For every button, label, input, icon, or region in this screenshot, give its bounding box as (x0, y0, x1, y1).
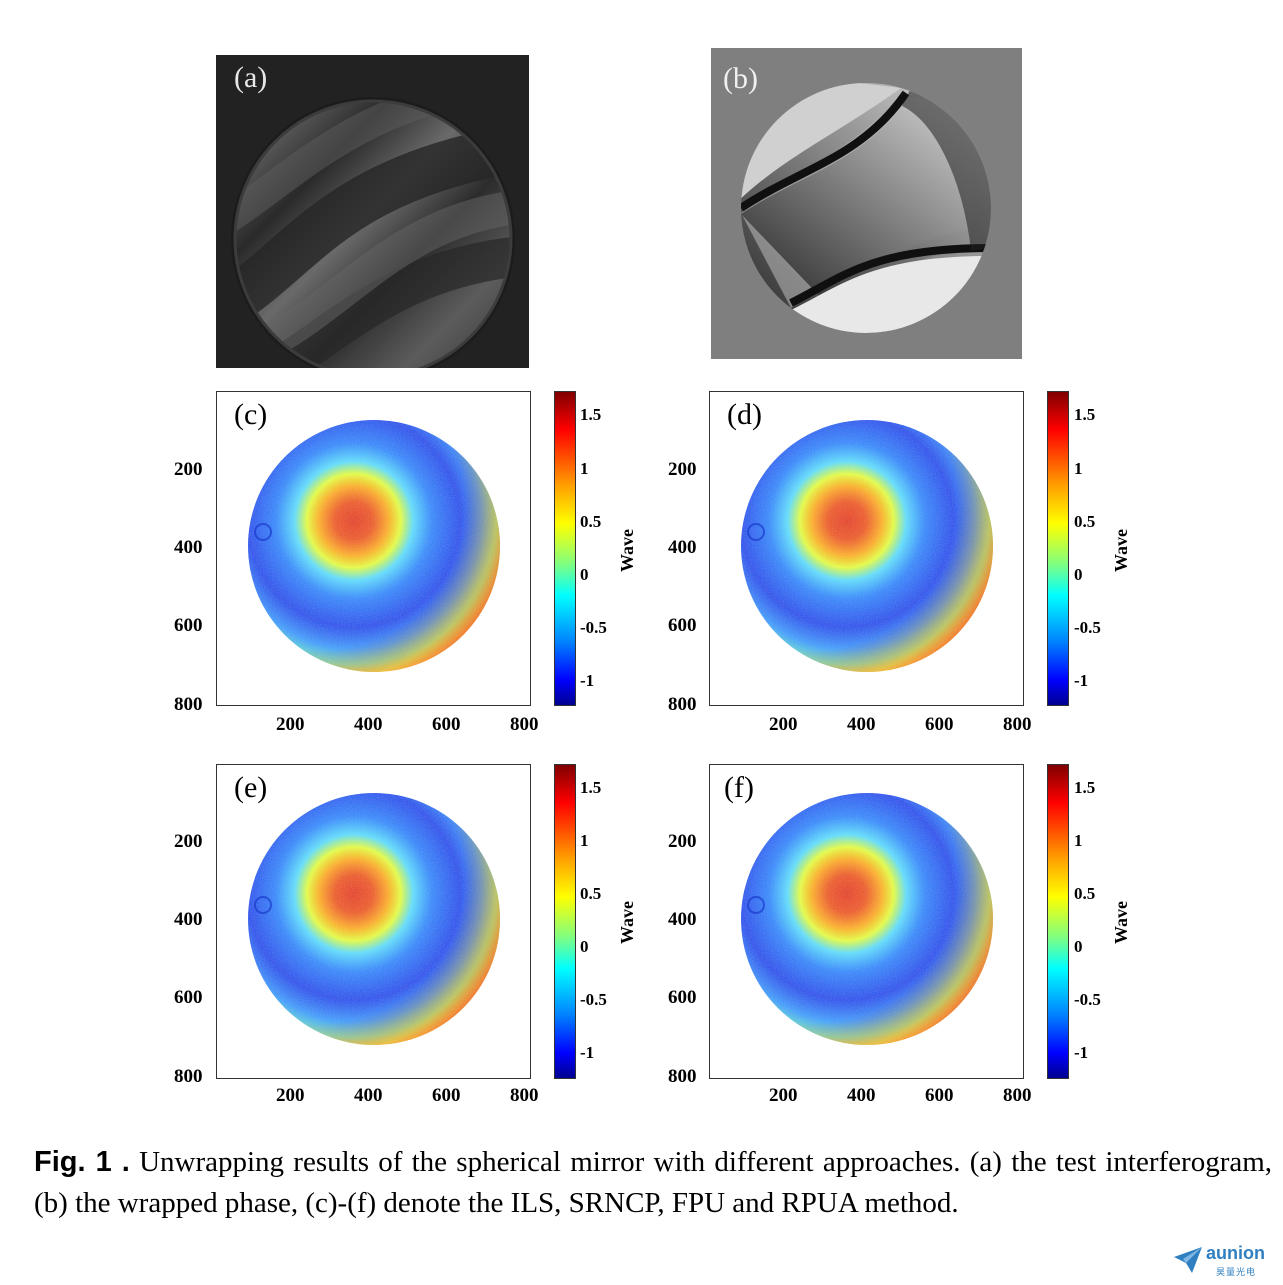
y-tick-e-400: 400 (174, 909, 203, 930)
colorbar-unit-f: Wave (1111, 901, 1131, 944)
x-tick-e-200: 200 (276, 1085, 305, 1106)
cb-tick-e-neg1: -1 (580, 1043, 595, 1062)
x-tick-d-600: 600 (925, 714, 954, 735)
unwrapped-phase-map-e (248, 793, 500, 1045)
wrapped-phase-image (711, 48, 1022, 359)
y-tick-f-600: 600 (668, 987, 697, 1008)
cb-tick-d-1: 1 (1074, 459, 1083, 478)
x-tick-c-800: 800 (510, 714, 539, 735)
panel-label-f: (f) (724, 771, 754, 804)
x-tick-f-600: 600 (925, 1085, 954, 1106)
x-tick-d-200: 200 (769, 714, 798, 735)
cb-tick-c-neg1: -1 (580, 671, 595, 690)
colorbar-d (1047, 391, 1069, 706)
x-tick-c-400: 400 (354, 714, 383, 735)
figure-number: Fig. 1 . (34, 1146, 130, 1178)
cb-tick-d-neg0.5: -0.5 (1074, 618, 1101, 637)
plot-area-f (709, 764, 1024, 1079)
caption-text: Unwrapping results of the spherical mirr… (34, 1146, 1273, 1219)
cb-tick-c-neg0.5: -0.5 (580, 618, 607, 637)
logo-sub: 昊量光电 (1216, 1268, 1257, 1278)
colorbar-unit-d: Wave (1111, 529, 1131, 572)
y-tick-c-800: 800 (174, 694, 203, 715)
unwrapped-phase-map-f (741, 793, 993, 1045)
x-tick-c-200: 200 (276, 714, 305, 735)
paper-plane-icon (1174, 1247, 1202, 1273)
panel-a: (a) (216, 55, 529, 381)
y-tick-f-200: 200 (668, 831, 697, 852)
logo-brand: aunion (1206, 1243, 1265, 1263)
cb-tick-c-1.5: 1.5 (580, 405, 602, 424)
x-tick-e-600: 600 (432, 1085, 461, 1106)
y-tick-c-600: 600 (174, 615, 203, 636)
x-tick-e-800: 800 (510, 1085, 539, 1106)
cb-tick-d-1.5: 1.5 (1074, 405, 1096, 424)
panel-label-e: (e) (234, 771, 268, 804)
cb-tick-d-neg1: -1 (1074, 671, 1089, 690)
panel-label-b: (b) (723, 62, 758, 95)
cb-tick-d-0.5: 0.5 (1074, 512, 1096, 531)
colorbar-unit-c: Wave (617, 529, 637, 572)
cb-tick-e-1: 1 (580, 831, 589, 850)
colorbar-unit-e: Wave (617, 901, 637, 944)
x-tick-d-400: 400 (847, 714, 876, 735)
y-tick-c-200: 200 (174, 459, 203, 480)
unwrapped-phase-map-d (741, 420, 993, 672)
x-tick-f-200: 200 (769, 1085, 798, 1106)
cb-tick-f-1: 1 (1074, 831, 1083, 850)
y-tick-f-400: 400 (668, 909, 697, 930)
plot-area-e (216, 764, 531, 1079)
colorbar-c (554, 391, 576, 706)
cb-tick-f-0.5: 0.5 (1074, 884, 1096, 903)
cb-tick-c-0: 0 (580, 565, 589, 584)
cb-tick-f-neg1: -1 (1074, 1043, 1089, 1062)
x-tick-f-400: 400 (847, 1085, 876, 1106)
cb-tick-c-1: 1 (580, 459, 589, 478)
y-tick-e-600: 600 (174, 987, 203, 1008)
colorbar-e (554, 764, 576, 1079)
cb-tick-f-0: 0 (1074, 937, 1083, 956)
cb-tick-d-0: 0 (1074, 565, 1083, 584)
y-tick-e-800: 800 (174, 1066, 203, 1087)
plot-area-c (216, 391, 531, 706)
y-tick-d-400: 400 (668, 537, 697, 558)
y-tick-d-800: 800 (668, 694, 697, 715)
y-tick-d-600: 600 (668, 615, 697, 636)
cb-tick-e-0.5: 0.5 (580, 884, 602, 903)
cb-tick-e-1.5: 1.5 (580, 778, 602, 797)
panel-label-a: (a) (234, 61, 268, 94)
cb-tick-f-neg0.5: -0.5 (1074, 990, 1101, 1009)
cb-tick-c-0.5: 0.5 (580, 512, 602, 531)
colorbar-f (1047, 764, 1069, 1079)
cb-tick-e-neg0.5: -0.5 (580, 990, 607, 1009)
panel-label-d: (d) (727, 398, 762, 431)
x-tick-e-400: 400 (354, 1085, 383, 1106)
x-tick-c-600: 600 (432, 714, 461, 735)
x-tick-d-800: 800 (1003, 714, 1032, 735)
panel-b: (b) (711, 48, 1022, 359)
interferogram-image (216, 55, 529, 381)
cb-tick-e-0: 0 (580, 937, 589, 956)
y-tick-f-800: 800 (668, 1066, 697, 1087)
plot-area-d (709, 391, 1024, 706)
aunion-logo: aunion 昊量光电 (1172, 1243, 1277, 1279)
unwrapped-phase-map-c (248, 420, 500, 672)
y-tick-c-400: 400 (174, 537, 203, 558)
y-tick-e-200: 200 (174, 831, 203, 852)
x-tick-f-800: 800 (1003, 1085, 1032, 1106)
y-tick-d-200: 200 (668, 459, 697, 480)
cb-tick-f-1.5: 1.5 (1074, 778, 1096, 797)
panel-label-c: (c) (234, 398, 268, 431)
figure-caption: Fig. 1 . Unwrapping results of the spher… (34, 1142, 1272, 1224)
